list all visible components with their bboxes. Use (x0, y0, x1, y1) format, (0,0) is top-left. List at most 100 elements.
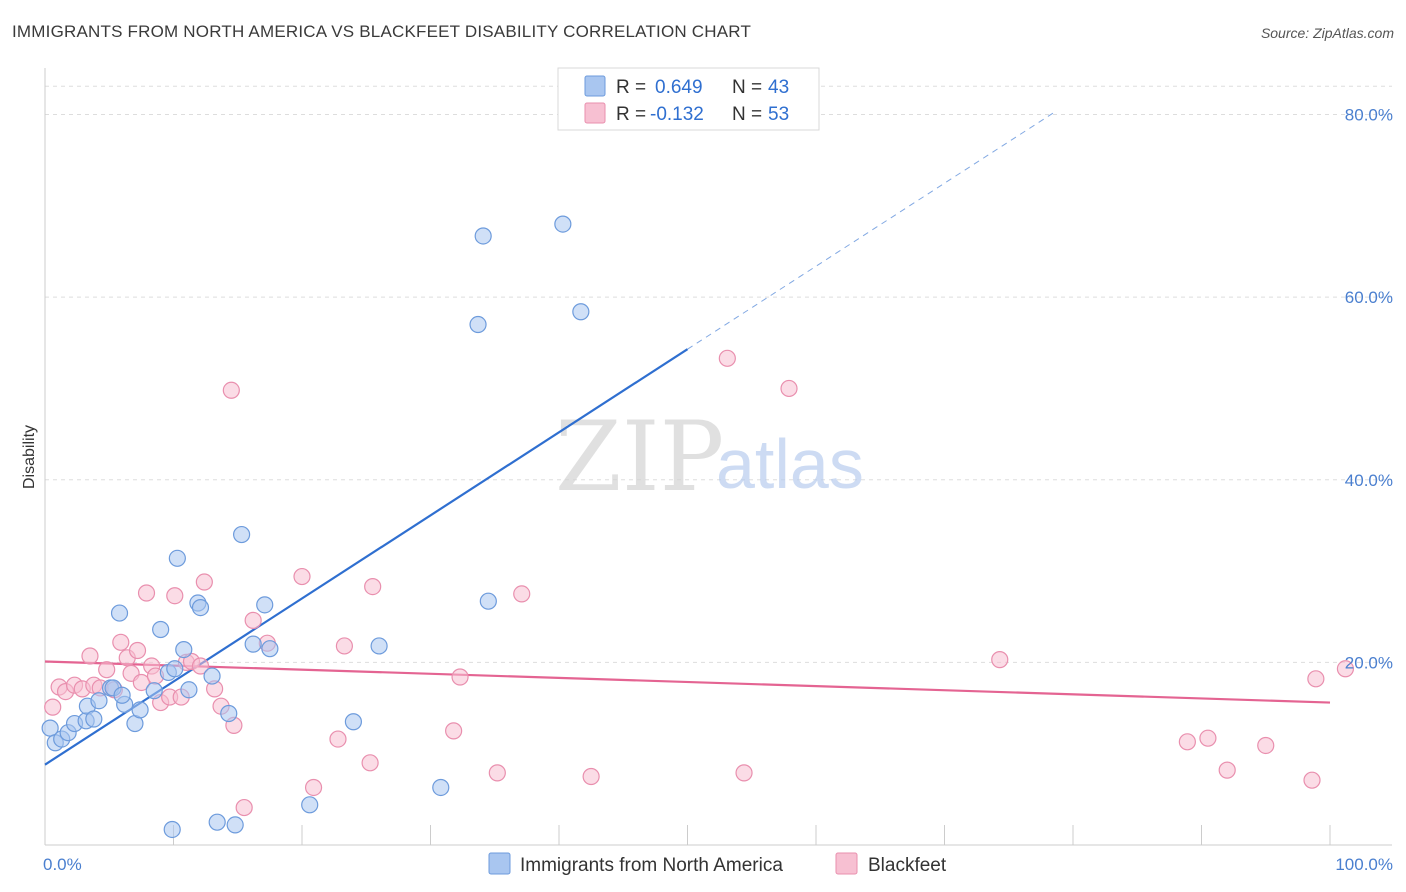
point-blackfeet (718, 349, 736, 367)
point-blackfeet (137, 584, 156, 602)
stats-legend: R = 0.649 N = 43 R = -0.132 N = 53 (557, 67, 820, 131)
x-tick-label-max: 100.0% (1335, 855, 1393, 874)
point-immigrants (168, 549, 186, 567)
point-immigrants (233, 525, 251, 544)
legend-swatch-immigrants (488, 852, 511, 875)
point-immigrants (163, 820, 181, 839)
point-blackfeet (81, 647, 99, 665)
stats-r-label-blue: R = (616, 77, 646, 98)
legend-label-immigrants: Immigrants from North America (520, 855, 783, 876)
point-blackfeet (582, 767, 600, 786)
point-blackfeet (222, 381, 240, 399)
point-blackfeet (780, 379, 798, 398)
stats-n-value-pink: 53 (768, 104, 789, 125)
point-blackfeet (1199, 729, 1217, 747)
point-blackfeet (1307, 670, 1325, 688)
point-blackfeet (488, 764, 506, 782)
point-immigrants (469, 315, 487, 334)
point-immigrants (113, 686, 131, 704)
point-blackfeet (191, 657, 210, 675)
point-immigrants (344, 713, 362, 731)
stats-n-label-pink: N = (732, 104, 762, 125)
trend-line-blackfeet (44, 660, 1331, 704)
point-immigrants (256, 596, 274, 614)
point-immigrants (166, 660, 184, 678)
point-blackfeet (132, 673, 150, 692)
point-immigrants (90, 692, 108, 710)
bottom-legend: Immigrants from North America Blackfeet (488, 852, 947, 876)
point-blackfeet (128, 641, 147, 660)
point-immigrants (208, 813, 226, 831)
point-blackfeet (991, 651, 1009, 669)
point-blackfeet (98, 661, 116, 679)
stats-r-value-blue: 0.649 (655, 77, 703, 98)
stats-n-value-blue: 43 (768, 77, 789, 98)
point-blackfeet (361, 754, 379, 772)
trend-line-immigrants-extension (687, 112, 1054, 350)
point-blackfeet (451, 668, 469, 686)
point-immigrants (301, 796, 319, 814)
point-immigrants (479, 592, 497, 610)
y-axis-label: Disability (21, 425, 38, 489)
point-blackfeet (244, 611, 262, 629)
watermark-atlas: atlas (716, 425, 864, 503)
x-tick-label-min: 0.0% (43, 855, 82, 874)
point-blackfeet (335, 637, 354, 655)
point-blackfeet (445, 722, 463, 740)
grid-lines (45, 85, 1392, 663)
point-blackfeet (735, 764, 753, 782)
watermark-zip: ZIP (555, 401, 724, 513)
watermark: ZIP atlas (555, 401, 864, 513)
data-points (41, 215, 1355, 839)
point-immigrants (180, 681, 198, 699)
point-blackfeet (304, 778, 323, 797)
point-blackfeet (112, 633, 130, 651)
point-immigrants (175, 640, 193, 659)
point-blackfeet (1257, 736, 1275, 755)
y-tick-label: 20.0% (1345, 653, 1393, 672)
tick-labels: 20.0% 40.0% 60.0% 80.0% 0.0% 100.0% (43, 106, 1393, 874)
point-immigrants (203, 667, 221, 685)
point-immigrants (572, 303, 590, 321)
point-immigrants (191, 598, 210, 617)
point-immigrants (432, 778, 450, 797)
point-immigrants (226, 816, 244, 834)
point-blackfeet (513, 585, 531, 603)
point-immigrants (370, 637, 388, 655)
y-tick-label: 80.0% (1345, 106, 1393, 125)
point-immigrants (261, 640, 279, 658)
point-blackfeet (195, 573, 213, 591)
stats-r-value-pink: -0.132 (650, 104, 704, 125)
point-immigrants (152, 620, 170, 639)
point-immigrants (85, 710, 103, 728)
point-immigrants (220, 704, 238, 723)
point-immigrants (131, 701, 149, 719)
point-immigrants (145, 682, 163, 700)
chart-title: IMMIGRANTS FROM NORTH AMERICA VS BLACKFE… (12, 22, 752, 41)
stats-r-label-pink: R = (616, 104, 646, 125)
point-blackfeet (1336, 660, 1355, 678)
legend-label-blackfeet: Blackfeet (868, 855, 947, 876)
point-blackfeet (293, 567, 311, 586)
point-blackfeet (44, 698, 62, 716)
stats-swatch-blue (584, 75, 606, 97)
stats-swatch-pink (584, 102, 606, 124)
point-immigrants (110, 604, 129, 622)
point-blackfeet (235, 798, 253, 817)
point-immigrants (244, 635, 262, 653)
legend-swatch-blackfeet (835, 852, 858, 875)
y-tick-label: 60.0% (1345, 288, 1393, 307)
stats-n-label-blue: N = (732, 77, 762, 98)
point-blackfeet (1303, 771, 1321, 789)
point-blackfeet (1218, 761, 1236, 779)
axes (44, 68, 1392, 846)
source-credit: Source: ZipAtlas.com (1260, 25, 1394, 41)
point-blackfeet (364, 577, 382, 596)
point-immigrants (554, 215, 572, 233)
point-blackfeet (329, 730, 347, 748)
y-tick-label: 40.0% (1345, 471, 1393, 490)
point-blackfeet (1178, 733, 1196, 751)
point-immigrants (474, 227, 492, 245)
point-blackfeet (166, 587, 184, 605)
